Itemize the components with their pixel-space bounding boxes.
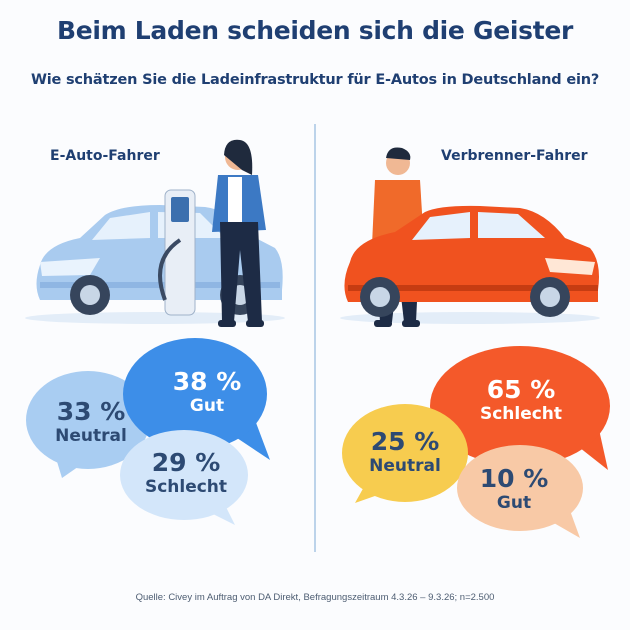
bubble-combustion-schlecht xyxy=(430,346,610,470)
response-label: Neutral xyxy=(55,425,127,446)
bubble-ev-gut xyxy=(123,338,270,460)
bubble-combustion-neutral xyxy=(342,404,468,503)
survey-question: Wie schätzen Sie die Ladeinfrastruktur f… xyxy=(30,72,600,88)
combustion-gut-result: 10 % Gut xyxy=(479,463,549,513)
combustion-schlecht-result: 65 % Schlecht xyxy=(479,374,563,424)
group-label-ev-drivers: E-Auto-Fahrer xyxy=(50,148,160,164)
source-note: Quelle: Civey im Auftrag von DA Direkt, … xyxy=(135,592,495,603)
percent-value: 33 % xyxy=(56,396,126,426)
page-title: Beim Laden scheiden sich die Geister xyxy=(56,16,574,45)
response-label: Gut xyxy=(496,492,532,513)
percent-value: 65 % xyxy=(486,374,556,404)
percent-value: 10 % xyxy=(479,463,549,493)
ev-schlecht-result: 29 % Schlecht xyxy=(144,447,228,497)
response-label: Neutral xyxy=(369,455,441,476)
woman-illustration xyxy=(212,139,266,327)
bubble-ev-schlecht xyxy=(120,430,248,525)
percent-value: 38 % xyxy=(172,366,242,396)
ev-neutral-result: 33 % Neutral xyxy=(55,396,127,446)
response-label: Gut xyxy=(189,395,225,416)
response-label: Schlecht xyxy=(479,403,563,424)
combustion-car-illustration xyxy=(344,205,599,317)
group-label-combustion-drivers: Verbrenner-Fahrer xyxy=(441,148,588,164)
bubble-combustion-gut xyxy=(457,445,583,538)
bubble-ev-neutral xyxy=(26,371,150,478)
combustion-neutral-result: 25 % Neutral xyxy=(369,426,441,476)
charging-station-icon xyxy=(158,189,196,316)
response-label: Schlecht xyxy=(144,476,228,497)
ev-gut-result: 38 % Gut xyxy=(172,366,242,416)
percent-value: 29 % xyxy=(151,447,221,477)
divider xyxy=(314,124,316,552)
percent-value: 25 % xyxy=(370,426,440,456)
